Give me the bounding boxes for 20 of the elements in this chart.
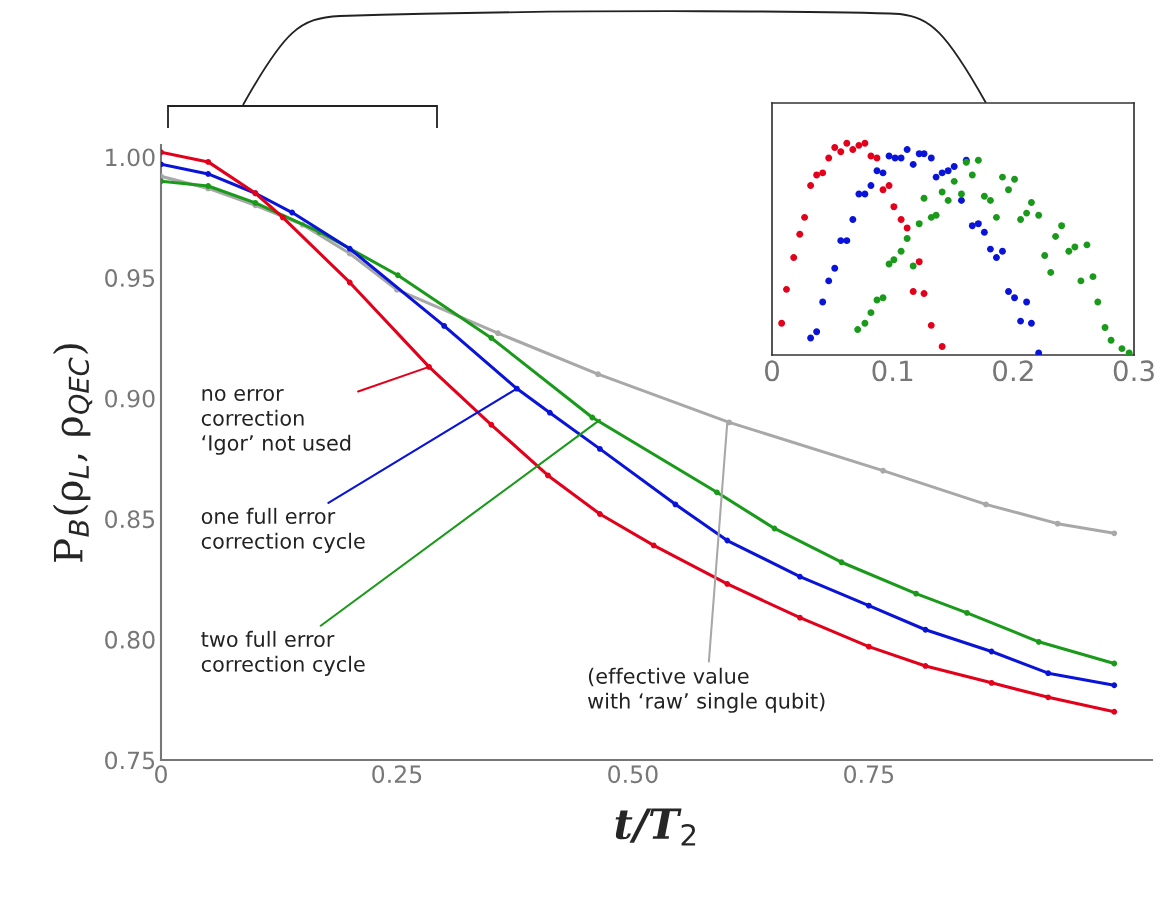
y-tick-label: 0.90 xyxy=(105,389,155,408)
annotation: no error correction ‘Igor’ not used xyxy=(201,389,351,455)
x-tick-label: 0 xyxy=(764,360,779,382)
x-tick-label: 0.1 xyxy=(872,360,913,382)
y-tick-label: 0.75 xyxy=(105,751,155,770)
x-tick-label: 0.50 xyxy=(608,765,658,784)
x-tick-label: 0.3 xyxy=(1113,360,1154,382)
x-axis-title: t/T$_{2}$ xyxy=(615,808,696,846)
annotation: (effective value with ‘raw’ single qubit) xyxy=(588,667,825,713)
y-tick-label: 1.00 xyxy=(106,148,155,167)
y-tick-label: 0.85 xyxy=(105,510,155,529)
x-tick-label: 0.2 xyxy=(993,360,1033,382)
x-tick-label: 0.25 xyxy=(372,765,422,784)
x-tick-label: 0 xyxy=(155,765,167,784)
y-tick-label: 0.95 xyxy=(105,269,155,287)
x-tick-label: 0.75 xyxy=(844,765,894,784)
y-tick-label: 0.80 xyxy=(105,630,155,649)
annotation: one full error correction cycle xyxy=(201,507,365,553)
annotation: two full error correction cycle xyxy=(201,630,365,676)
y-axis-title: P$_{B}$(ρ$_{L}$, ρ$_{QEC}$) xyxy=(52,344,93,562)
